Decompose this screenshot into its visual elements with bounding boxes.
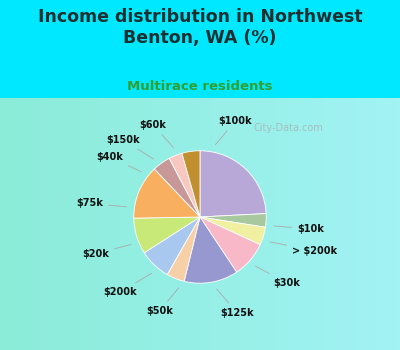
Wedge shape (200, 214, 266, 227)
Text: $40k: $40k (96, 152, 141, 172)
Text: $60k: $60k (140, 120, 174, 148)
Wedge shape (169, 153, 200, 217)
Wedge shape (167, 217, 200, 281)
Text: $100k: $100k (216, 116, 252, 145)
Text: Multirace residents: Multirace residents (127, 80, 273, 93)
Wedge shape (134, 217, 200, 253)
Wedge shape (200, 151, 266, 217)
Wedge shape (200, 217, 260, 272)
Text: $30k: $30k (256, 266, 300, 288)
Wedge shape (184, 217, 237, 283)
Text: $75k: $75k (76, 198, 126, 208)
Wedge shape (182, 151, 200, 217)
Wedge shape (144, 217, 200, 274)
Text: City-Data.com: City-Data.com (253, 123, 323, 133)
Text: $125k: $125k (217, 289, 254, 318)
Text: $10k: $10k (274, 224, 324, 234)
Text: $50k: $50k (146, 288, 178, 316)
Text: $200k: $200k (103, 273, 152, 297)
Wedge shape (134, 169, 200, 218)
Wedge shape (154, 158, 200, 217)
Text: Income distribution in Northwest
Benton, WA (%): Income distribution in Northwest Benton,… (38, 8, 362, 47)
Wedge shape (200, 217, 266, 245)
Text: $150k: $150k (106, 135, 154, 159)
Text: > $200k: > $200k (270, 242, 337, 256)
Text: $20k: $20k (82, 245, 131, 259)
